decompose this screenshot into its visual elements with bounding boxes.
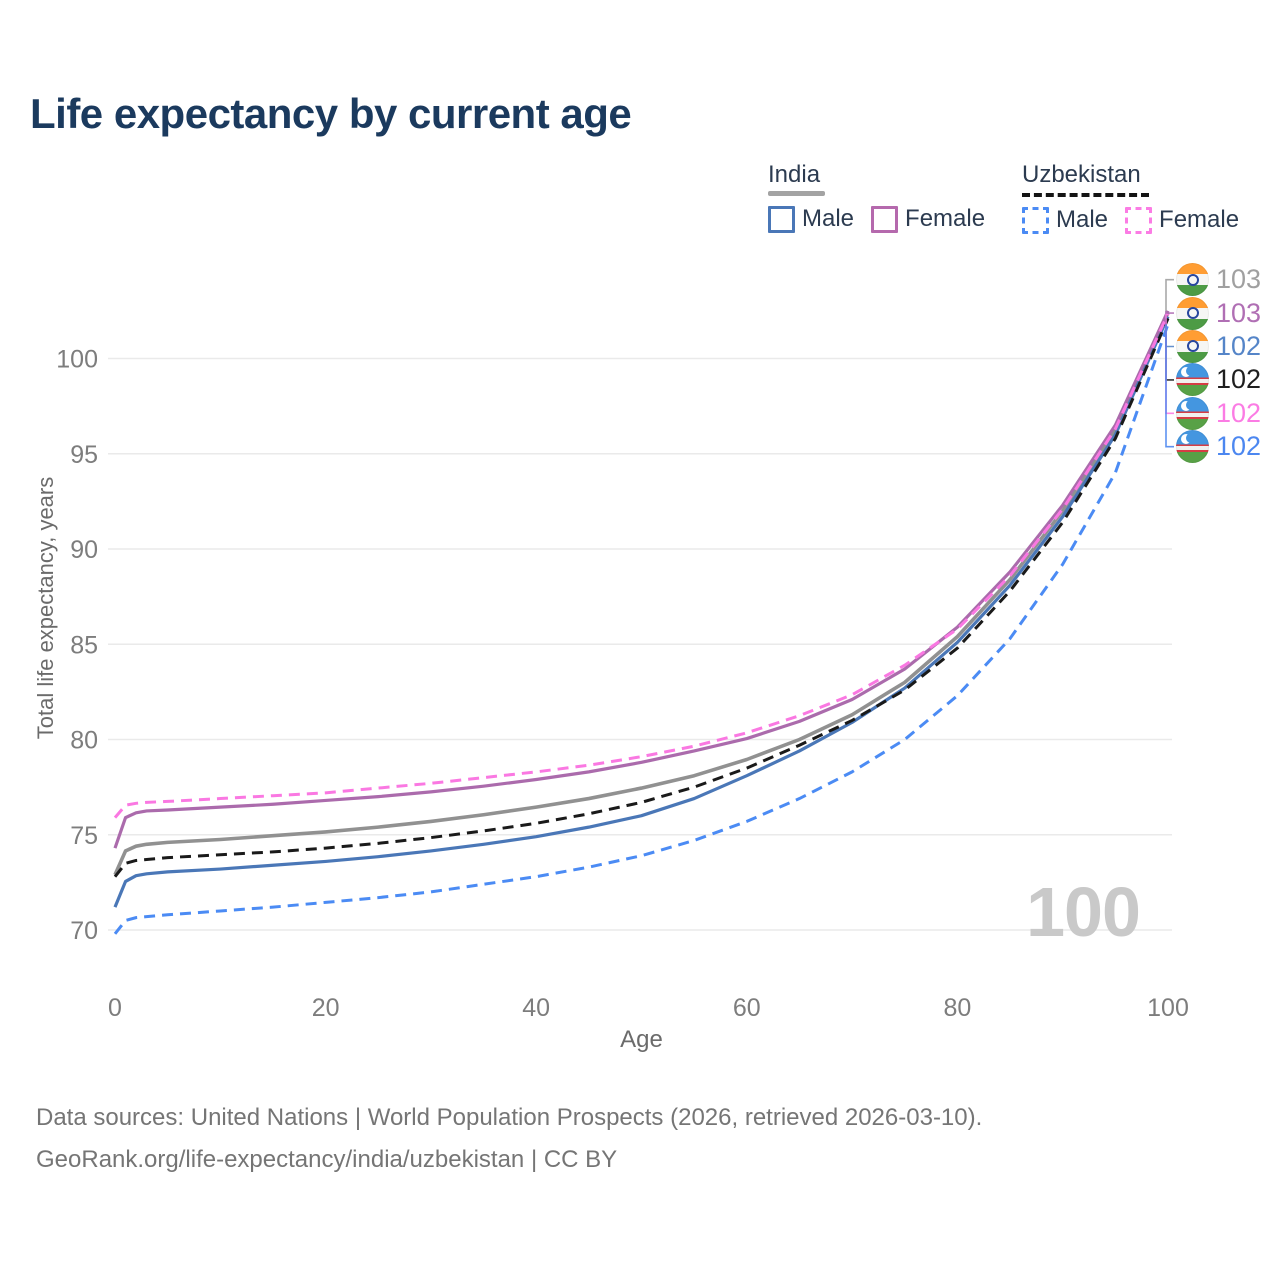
india-male-swatch-icon [768,205,795,233]
legend-item-label: Female [1159,206,1240,233]
page-title: Life expectancy by current age [30,90,632,137]
legend-item-uzbekistan-male[interactable]: Male [1022,206,1108,234]
legend-uzbekistan-title: Uzbekistan [1022,161,1141,188]
y-axis-title: Total life expectancy, years [33,476,58,740]
end-label-row: 102 [1176,396,1262,430]
legend-group-uzbekistan: Uzbekistan Male Female [1022,161,1256,234]
end-label-row: 103 [1176,296,1262,330]
legend-india-title: India [768,161,821,188]
x-tick-label: 100 [1147,994,1189,1022]
legend-item-label: Male [1056,206,1109,233]
footer-attribution: GeoRank.org/life-expectancy/india/uzbeki… [36,1146,618,1173]
uzbekistan-flag-icon [1176,430,1209,464]
x-tick-label: 20 [312,994,340,1022]
x-tick-label: 0 [108,994,122,1022]
x-tick-label: 60 [733,994,761,1022]
series-end-labels: 103 103 102 102 102 102 [1176,263,1262,464]
leader-line [1165,278,1174,313]
uzbekistan-flag-icon [1176,396,1209,430]
x-tick-label: 80 [943,994,971,1022]
series-line-india-combined [113,312,1170,876]
y-tick-label: 85 [70,631,98,659]
current-age-watermark: 100 [1026,873,1141,951]
legend-item-uzbekistan-female[interactable]: Female [1125,206,1239,234]
series-line-india-female [113,310,1170,849]
series-line-india-male [113,315,1170,908]
legend-item-india-male[interactable]: Male [768,205,854,233]
uzbekistan-flag-icon [1176,363,1209,397]
end-label-value: 102 [1216,364,1262,395]
y-tick-label: 90 [70,536,98,564]
legend-item-india-female[interactable]: Female [871,205,985,233]
legend-item-label: Female [905,205,986,232]
leader-line [1165,324,1174,448]
end-label-value: 103 [1216,297,1262,328]
uzbekistan-male-swatch-icon [1022,206,1049,234]
series-line-uzbekistan-male [113,323,1170,935]
uzbekistan-line-style-swatch [1022,193,1149,197]
india-female-swatch-icon [871,205,899,233]
legend-item-label: Male [802,205,855,232]
india-flag-icon [1176,329,1209,363]
x-tick-label: 40 [522,994,550,1022]
footer-data-sources: Data sources: United Nations | World Pop… [36,1104,983,1131]
legend-uzbekistan-items: Male Female [1022,206,1256,234]
legend-group-india: India Male Female [768,161,1002,233]
y-tick-label: 100 [56,346,98,374]
y-tick-label: 95 [70,441,98,469]
series-line-uzbekistan-combined [113,317,1170,878]
end-label-value: 102 [1216,431,1262,462]
leader-line [1165,310,1174,314]
legend-india-items: Male Female [768,205,1002,233]
series-line-uzbekistan-female [113,313,1170,819]
end-label-value: 102 [1216,330,1262,361]
end-label-value: 102 [1216,397,1262,428]
y-tick-label: 70 [70,917,98,945]
end-label-row: 102 [1176,329,1262,363]
x-axis-title: Age [620,1026,663,1053]
end-label-row: 102 [1176,363,1262,397]
end-label-row: 102 [1176,430,1262,464]
india-line-style-swatch [768,191,825,196]
y-tick-label: 80 [70,727,98,755]
end-label-value: 103 [1216,264,1262,295]
uzbekistan-female-swatch-icon [1125,206,1153,234]
end-label-row: 103 [1176,263,1262,297]
india-flag-icon [1176,296,1209,330]
y-tick-label: 75 [70,822,98,850]
india-flag-icon [1176,263,1209,297]
